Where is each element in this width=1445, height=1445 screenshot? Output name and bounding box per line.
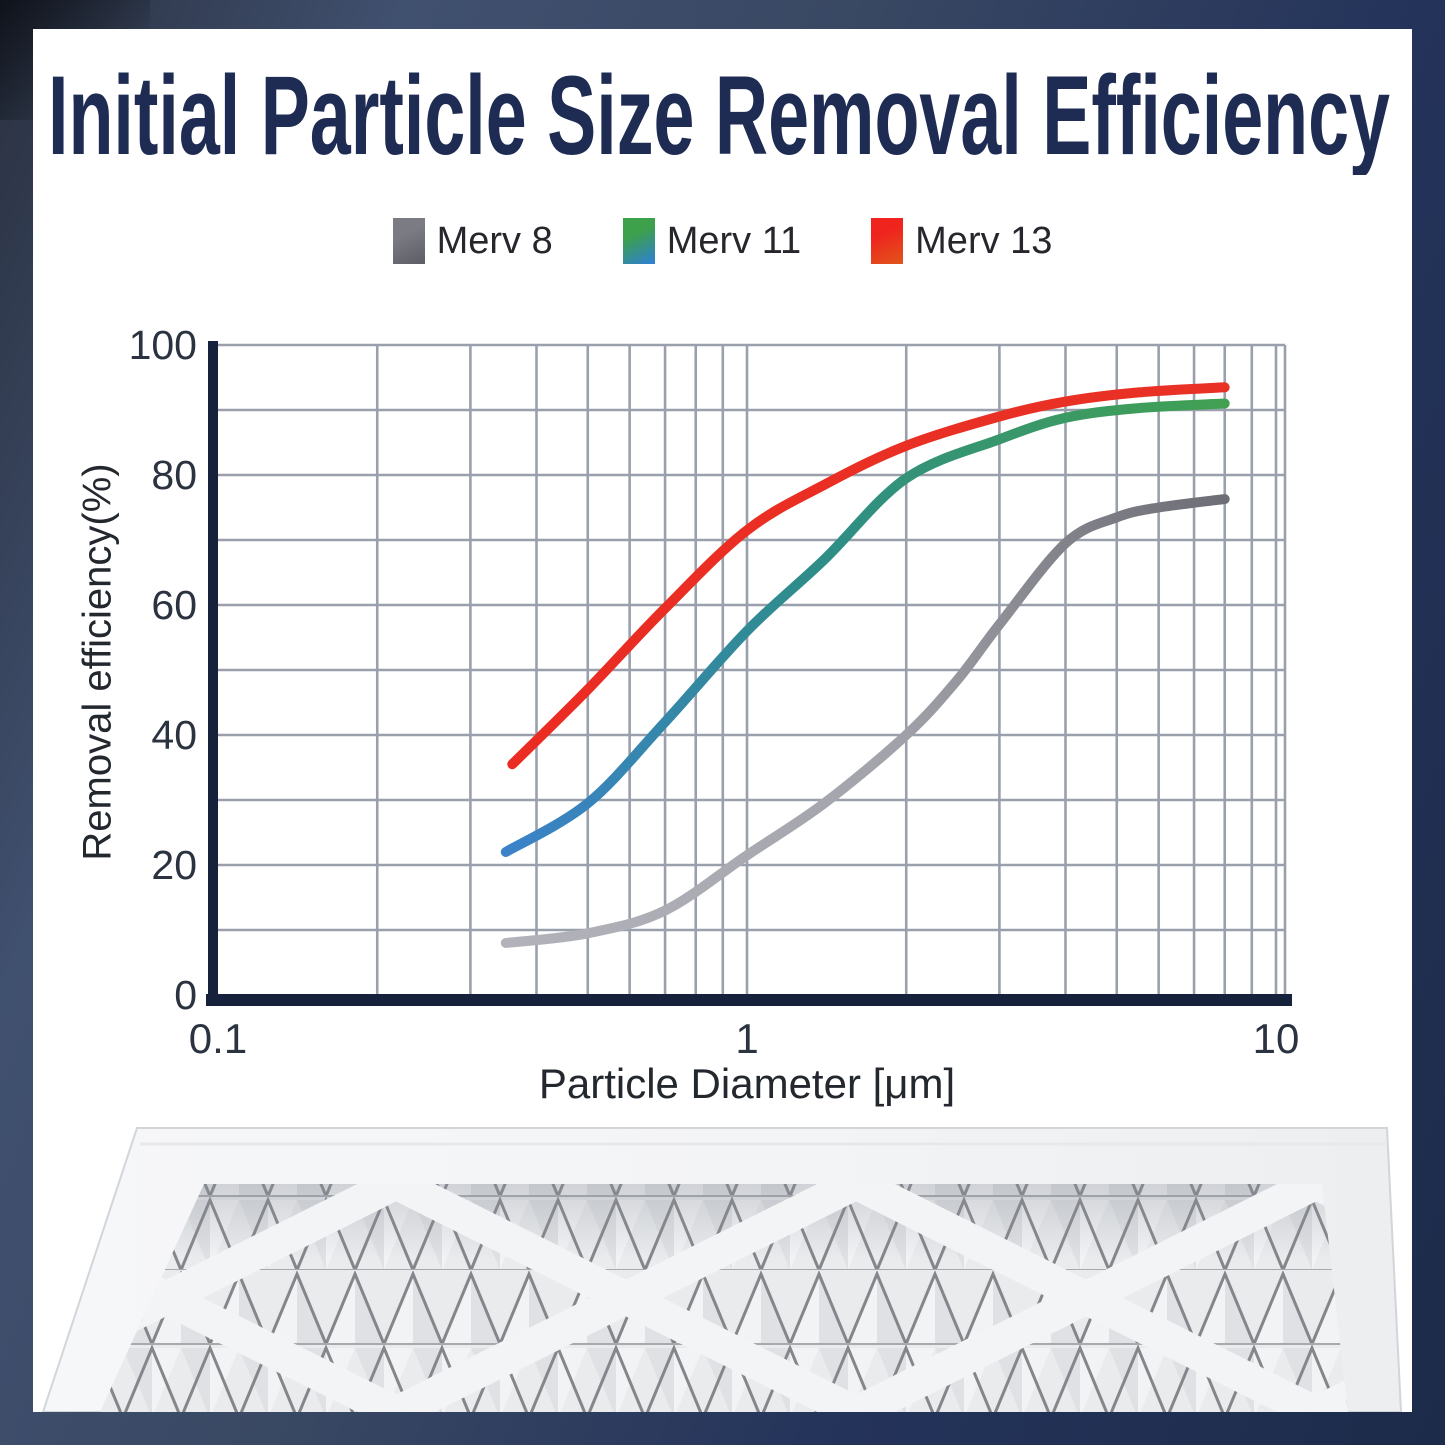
x-axis-title: Particle Diameter [μm] xyxy=(538,1060,956,1107)
efficiency-line-chart xyxy=(206,341,1292,1006)
curve-merv13 xyxy=(507,382,1230,770)
curve-merv11 xyxy=(500,398,1230,857)
air-filter-illustration xyxy=(41,1127,1403,1412)
merv11-swatch-icon xyxy=(622,218,655,264)
chart-legend: Merv 8 Merv 11 Merv 13 xyxy=(0,218,1445,264)
y-tick-100: 100 xyxy=(128,322,197,368)
page-title: Initial Particle Size Removal Efficiency xyxy=(48,53,1390,175)
legend-label: Merv 13 xyxy=(915,220,1053,262)
legend-item-merv13: Merv 13 xyxy=(871,218,1052,264)
x-tick-10: 10 xyxy=(1252,1015,1300,1062)
legend-label: Merv 11 xyxy=(666,220,802,262)
legend-item-merv11: Merv 11 xyxy=(622,218,802,264)
page-title-svg: Initial Particle Size Removal Efficiency xyxy=(48,53,1390,175)
merv8-swatch-icon xyxy=(392,218,425,264)
y-tick-40: 40 xyxy=(151,712,197,758)
filter-lattice xyxy=(100,1184,1348,1412)
curve-merv8 xyxy=(500,494,1230,948)
chart-axes xyxy=(206,341,1292,1006)
y-tick-0: 0 xyxy=(174,972,197,1018)
legend-item-merv8: Merv 8 xyxy=(392,218,553,264)
y-axis-title: Removal efficiency(%) xyxy=(75,463,120,861)
chart-series-curves xyxy=(500,382,1230,948)
legend-label: Merv 8 xyxy=(436,220,553,262)
merv13-swatch-icon xyxy=(871,218,904,264)
y-tick-80: 80 xyxy=(151,452,197,498)
y-tick-60: 60 xyxy=(151,582,197,628)
y-tick-20: 20 xyxy=(151,842,197,888)
x-tick-0.1: 0.1 xyxy=(188,1015,248,1062)
x-tick-1: 1 xyxy=(735,1015,759,1062)
chart-gridlines xyxy=(213,343,1287,995)
filter-pleated-media xyxy=(100,1184,1348,1412)
